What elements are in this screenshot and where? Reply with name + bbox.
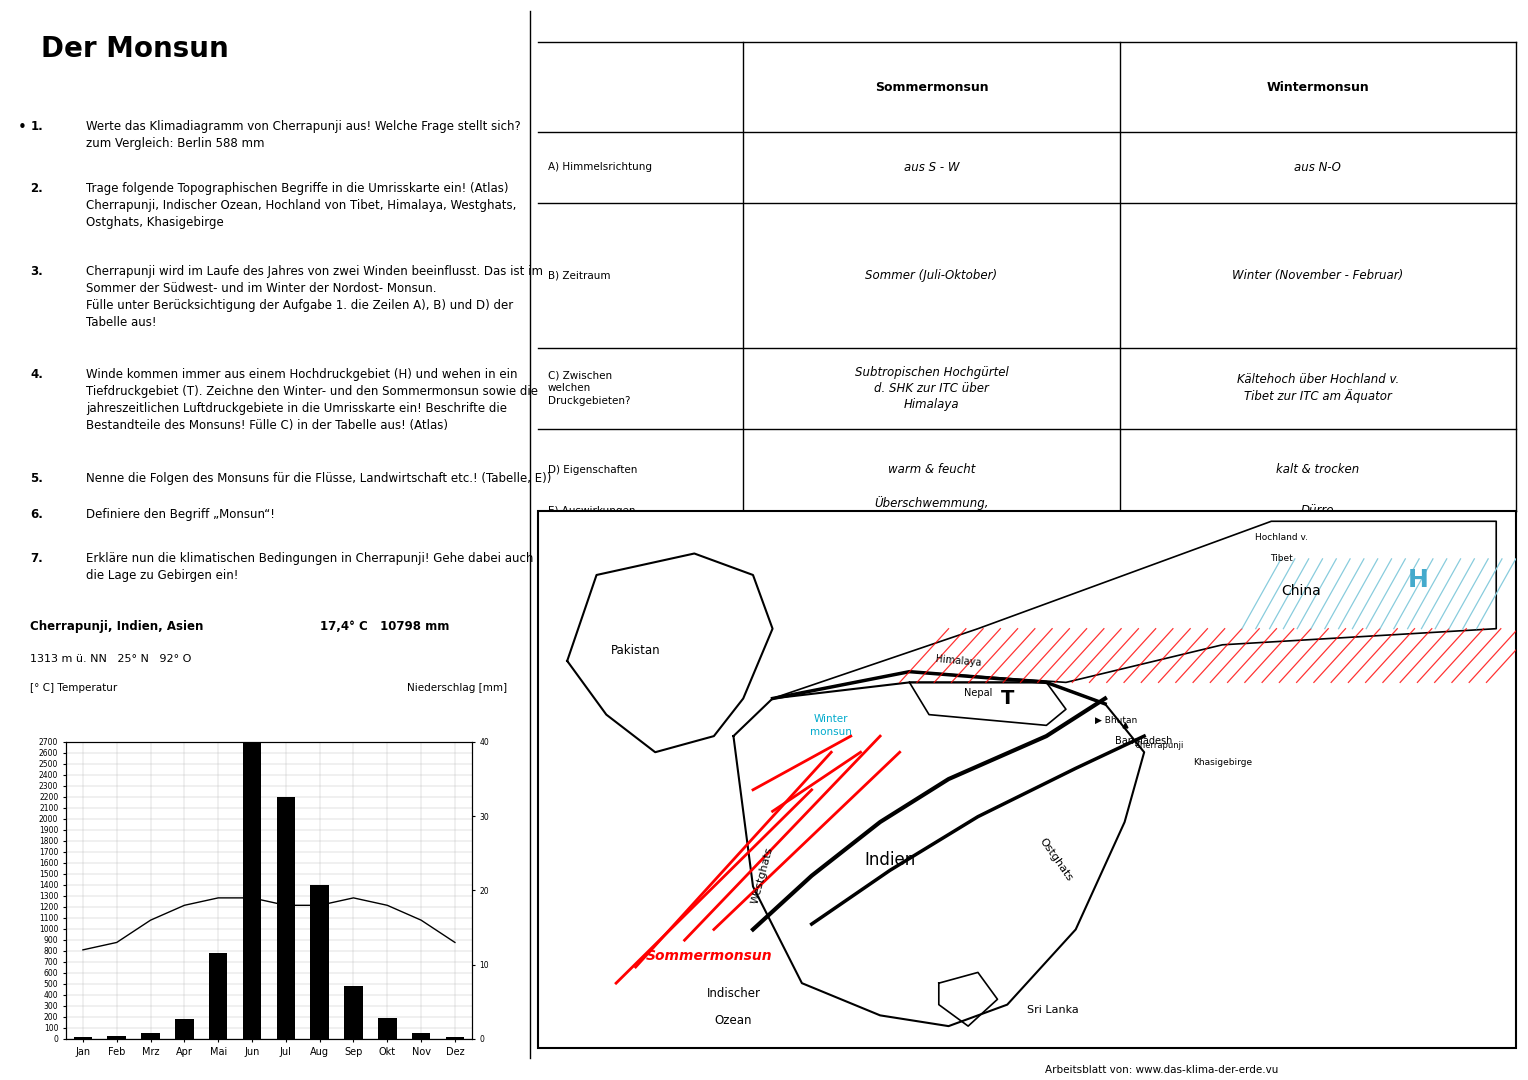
Text: [° C] Temperatur: [° C] Temperatur — [31, 683, 118, 692]
Text: 7.: 7. — [31, 552, 43, 565]
Text: Subtropischen Hochgürtel
d. SHK zur ITC über
Himalaya: Subtropischen Hochgürtel d. SHK zur ITC … — [854, 366, 1008, 410]
Text: •: • — [18, 120, 26, 135]
Text: 1313 m ü. NN   25° N   92° O: 1313 m ü. NN 25° N 92° O — [31, 653, 193, 663]
Text: 5.: 5. — [31, 472, 43, 485]
Text: Überschwemmung,
Vegetationszeit: Überschwemmung, Vegetationszeit — [874, 496, 989, 526]
Bar — [243, 742, 261, 1039]
Text: Sommer (Juli-Oktober): Sommer (Juli-Oktober) — [865, 269, 998, 282]
Text: 2.: 2. — [31, 181, 43, 194]
Text: Nenne die Folgen des Monsuns für die Flüsse, Landwirtschaft etc.! (Tabelle, E)): Nenne die Folgen des Monsuns für die Flü… — [86, 472, 552, 485]
Text: Sri Lanka: Sri Lanka — [1027, 1005, 1079, 1015]
Text: Erkläre nun die klimatischen Bedingungen in Cherrapunji! Gehe dabei auch auf
die: Erkläre nun die klimatischen Bedingungen… — [86, 552, 556, 582]
Text: Der Monsun: Der Monsun — [41, 35, 228, 63]
Text: Werte das Klimadiagramm von Cherrapunji aus! Welche Frage stellt sich?
zum Vergl: Werte das Klimadiagramm von Cherrapunji … — [86, 120, 521, 150]
Text: Pakistan: Pakistan — [611, 644, 660, 657]
Bar — [413, 1034, 431, 1039]
Text: Cherrapunji: Cherrapunji — [1134, 742, 1184, 751]
Text: Nepal: Nepal — [964, 688, 992, 698]
Bar — [377, 1018, 397, 1039]
Text: ▶ Bhutan: ▶ Bhutan — [1096, 715, 1137, 725]
Text: T: T — [1001, 689, 1015, 708]
Text: warm & feucht: warm & feucht — [888, 463, 975, 476]
Text: H: H — [1407, 568, 1429, 592]
Text: C) Zwischen
welchen
Druckgebieten?: C) Zwischen welchen Druckgebieten? — [547, 370, 630, 406]
Text: A) Himmelsrichtung: A) Himmelsrichtung — [547, 162, 651, 173]
Bar — [344, 986, 362, 1039]
Text: 3.: 3. — [31, 265, 43, 278]
Text: Khasigebirge: Khasigebirge — [1193, 758, 1251, 768]
Text: Sommermonsun: Sommermonsun — [874, 81, 989, 94]
Text: Trage folgende Topographischen Begriffe in die Umrisskarte ein! (Atlas)
Cherrapu: Trage folgende Topographischen Begriffe … — [86, 181, 516, 229]
Bar — [176, 1020, 194, 1039]
Text: 6.: 6. — [31, 509, 43, 522]
Text: kalt & trocken: kalt & trocken — [1276, 463, 1360, 476]
Text: Sommermonsun: Sommermonsun — [645, 949, 772, 963]
Text: Winde kommen immer aus einem Hochdruckgebiet (H) und wehen in ein
Tiefdruckgebie: Winde kommen immer aus einem Hochdruckge… — [86, 368, 538, 432]
Text: Indien: Indien — [865, 851, 915, 868]
Bar — [141, 1032, 160, 1039]
Text: Kältehoch über Hochland v.
Tibet zur ITC am Äquator: Kältehoch über Hochland v. Tibet zur ITC… — [1236, 373, 1398, 403]
Text: Tibet: Tibet — [1270, 554, 1293, 564]
Text: Cherrapunji wird im Laufe des Jahres von zwei Winden beeinflusst. Das ist im
Som: Cherrapunji wird im Laufe des Jahres von… — [86, 265, 544, 328]
Text: Himalaya: Himalaya — [935, 653, 983, 667]
Text: aus N-O: aus N-O — [1294, 161, 1342, 174]
Text: Hochland v.: Hochland v. — [1254, 532, 1308, 542]
Text: Arbeitsblatt von: www.das-klima-der-erde.vu: Arbeitsblatt von: www.das-klima-der-erde… — [1045, 1065, 1277, 1075]
Bar — [310, 885, 329, 1039]
Bar — [107, 1036, 125, 1039]
Text: Westghats: Westghats — [750, 846, 775, 905]
Text: B) Zeitraum: B) Zeitraum — [547, 270, 610, 280]
Text: D) Eigenschaften: D) Eigenschaften — [547, 464, 637, 474]
Bar — [73, 1037, 92, 1039]
Bar — [277, 797, 295, 1039]
Text: aus S - W: aus S - W — [903, 161, 960, 174]
Text: 1.: 1. — [31, 120, 43, 133]
Text: Dürre: Dürre — [1300, 504, 1334, 517]
Text: 17,4° C   10798 mm: 17,4° C 10798 mm — [319, 620, 449, 634]
Text: Wintermonsun: Wintermonsun — [1267, 81, 1369, 94]
Text: Ozean: Ozean — [715, 1014, 752, 1027]
Text: 4.: 4. — [31, 368, 43, 381]
Bar — [209, 954, 228, 1039]
Text: Niederschlag [mm]: Niederschlag [mm] — [408, 683, 507, 692]
Text: Cherrapunji, Indien, Asien: Cherrapunji, Indien, Asien — [31, 620, 203, 634]
Bar — [446, 1037, 465, 1039]
Text: Bangladesh: Bangladesh — [1115, 737, 1174, 746]
Text: Ostghats: Ostghats — [1038, 836, 1074, 883]
Text: E) Auswirkungen: E) Auswirkungen — [547, 505, 636, 515]
Text: Winter
monsun: Winter monsun — [810, 714, 853, 737]
Text: Definiere den Begriff „Monsun“!: Definiere den Begriff „Monsun“! — [86, 509, 275, 522]
Text: Winter (November - Februar): Winter (November - Februar) — [1232, 269, 1403, 282]
Text: China: China — [1280, 584, 1320, 598]
Text: Indischer: Indischer — [706, 987, 761, 1000]
